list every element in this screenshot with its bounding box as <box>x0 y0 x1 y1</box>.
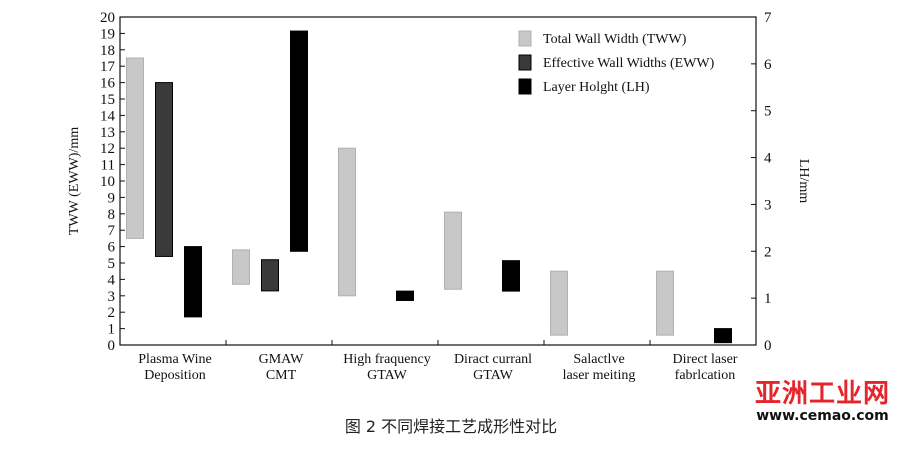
axes <box>119 16 757 346</box>
left-tick-label: 2 <box>108 305 116 321</box>
category-label: Deposition <box>144 368 205 383</box>
bar-lh <box>184 246 202 318</box>
left-tick-label: 12 <box>100 141 115 157</box>
bar-tww <box>338 147 356 297</box>
category-label: Plasma Wine <box>138 352 211 367</box>
bar-tww <box>126 57 144 239</box>
category-label: fabrlcation <box>675 368 736 383</box>
legend-swatch <box>518 30 532 47</box>
right-tick-label: 6 <box>764 57 772 73</box>
category-label: GTAW <box>473 368 514 383</box>
left-tick-label: 9 <box>108 190 116 206</box>
left-tick-label: 11 <box>101 158 115 174</box>
category-label: CMT <box>266 368 297 383</box>
left-tick-label: 14 <box>100 108 116 124</box>
left-tick-label: 10 <box>100 174 115 190</box>
y-axis-left-title: TWW (EWW)/mm <box>67 127 82 235</box>
left-tick-label: 6 <box>108 240 116 256</box>
right-tick-label: 2 <box>764 244 772 260</box>
bar-lh <box>502 260 520 292</box>
left-tick-label: 20 <box>100 10 115 26</box>
bar-lh <box>714 328 732 344</box>
legend-label: Effective Wall Widths (EWW) <box>543 56 715 71</box>
left-tick-label: 13 <box>100 125 115 141</box>
bar-tww <box>550 270 568 336</box>
category-label: GMAW <box>259 352 305 367</box>
labels: 0123456789101112131415161718192001234567… <box>67 10 811 383</box>
right-tick-label: 4 <box>764 151 772 167</box>
left-tick-label: 15 <box>100 92 115 108</box>
left-tick-label: 17 <box>100 59 116 75</box>
legend-label: Layer Holght (LH) <box>543 80 650 95</box>
right-tick-label: 3 <box>764 197 772 213</box>
right-tick-label: 1 <box>764 291 772 307</box>
left-tick-label: 18 <box>100 43 115 59</box>
category-label: laser meiting <box>563 368 636 383</box>
left-tick-label: 1 <box>108 322 116 338</box>
legend-swatch <box>518 78 532 95</box>
left-tick-label: 5 <box>108 256 116 272</box>
left-tick-label: 19 <box>100 26 115 42</box>
bar-eww <box>155 82 173 257</box>
watermark: 亚洲工业网 www.cemao.com <box>755 380 890 424</box>
figure-caption: 图 2 不同焊接工艺成形性对比 <box>344 417 558 436</box>
bar-eww <box>261 259 279 292</box>
category-label: Diract curranl <box>454 352 532 367</box>
bar-lh <box>290 30 308 252</box>
bar-tww <box>444 211 462 290</box>
category-label: Salactlve <box>573 352 624 367</box>
left-tick-label: 8 <box>108 207 116 223</box>
bars <box>126 30 732 344</box>
category-label: GTAW <box>367 368 408 383</box>
left-tick-label: 3 <box>108 289 116 305</box>
right-tick-label: 5 <box>764 104 772 120</box>
legend-label: Total Wall Width (TWW) <box>543 32 687 47</box>
watermark-url: www.cemao.com <box>756 408 889 424</box>
y-axis-right-title: LH/mm <box>796 159 811 203</box>
category-label: High fraquency <box>343 352 430 367</box>
bar-lh <box>396 290 414 301</box>
left-tick-label: 4 <box>108 272 116 288</box>
left-tick-label: 0 <box>108 338 116 354</box>
left-tick-label: 7 <box>108 223 116 239</box>
bar-tww <box>656 270 674 336</box>
left-tick-label: 16 <box>100 76 116 92</box>
bar-tww <box>232 249 250 285</box>
right-tick-label: 7 <box>764 10 772 26</box>
category-label: Direct laser <box>673 352 738 367</box>
legend: Total Wall Width (TWW) Effective Wall Wid… <box>518 30 715 95</box>
legend-swatch <box>518 54 532 71</box>
right-tick-label: 0 <box>764 338 772 354</box>
watermark-logo: 亚洲工业网 <box>754 379 890 409</box>
